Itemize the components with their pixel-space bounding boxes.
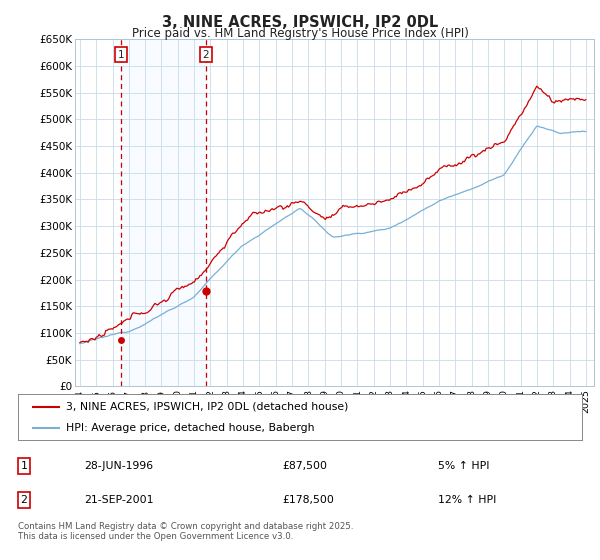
Bar <box>121 39 206 386</box>
Text: 5% ↑ HPI: 5% ↑ HPI <box>438 460 490 470</box>
Text: 21-SEP-2001: 21-SEP-2001 <box>84 495 154 505</box>
Text: Price paid vs. HM Land Registry's House Price Index (HPI): Price paid vs. HM Land Registry's House … <box>131 27 469 40</box>
Text: 28-JUN-1996: 28-JUN-1996 <box>84 460 153 470</box>
Text: 2: 2 <box>20 495 28 505</box>
Text: 3, NINE ACRES, IPSWICH, IP2 0DL (detached house): 3, NINE ACRES, IPSWICH, IP2 0DL (detache… <box>66 402 349 412</box>
Text: 1: 1 <box>118 50 124 59</box>
Text: £87,500: £87,500 <box>282 460 327 470</box>
Text: 12% ↑ HPI: 12% ↑ HPI <box>438 495 496 505</box>
Text: Contains HM Land Registry data © Crown copyright and database right 2025.
This d: Contains HM Land Registry data © Crown c… <box>18 522 353 542</box>
Text: 2: 2 <box>203 50 209 59</box>
Text: 3, NINE ACRES, IPSWICH, IP2 0DL: 3, NINE ACRES, IPSWICH, IP2 0DL <box>162 15 438 30</box>
Text: £178,500: £178,500 <box>282 495 334 505</box>
Text: HPI: Average price, detached house, Babergh: HPI: Average price, detached house, Babe… <box>66 423 314 433</box>
Text: 1: 1 <box>20 460 28 470</box>
